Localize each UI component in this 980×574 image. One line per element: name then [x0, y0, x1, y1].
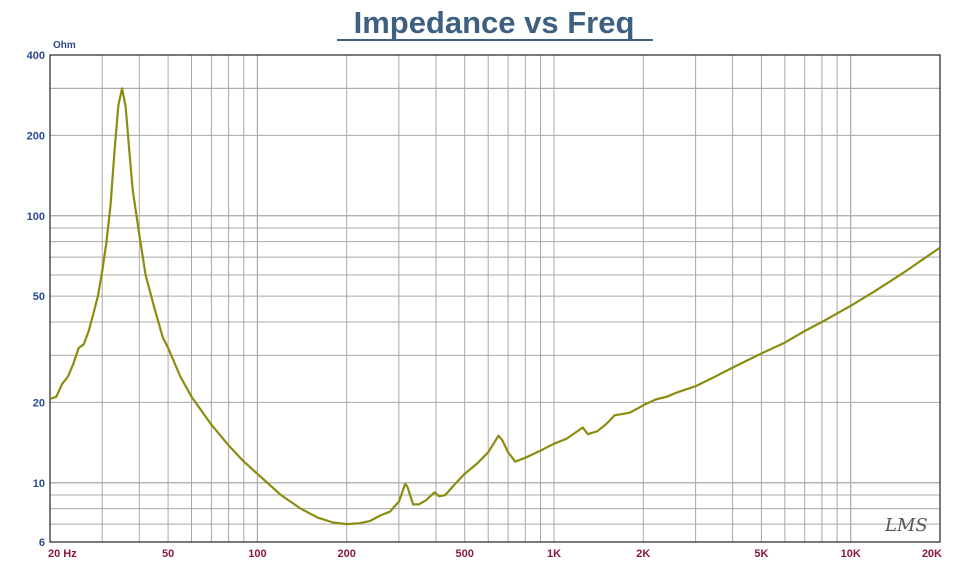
x-tick-label: 20K — [922, 548, 942, 560]
y-tick-label: 100 — [27, 211, 45, 223]
x-tick-label: 20 Hz — [48, 548, 77, 560]
x-tick-label: 100 — [248, 548, 266, 560]
y-tick-label: 200 — [27, 130, 45, 142]
plot-area — [50, 55, 940, 542]
x-tick-label: 200 — [338, 548, 356, 560]
y-tick-label: 10 — [33, 478, 45, 490]
impedance-series-line — [49, 87, 941, 526]
y-tick-label: 400 — [27, 50, 45, 62]
y-tick-label: 6 — [39, 537, 45, 549]
x-tick-label: 1K — [547, 548, 561, 560]
y-tick-label: 50 — [33, 291, 45, 303]
series-layer — [49, 87, 941, 526]
gridlines — [50, 55, 940, 542]
x-tick-label: 2K — [636, 548, 650, 560]
x-axis-ticks: 20 Hz 50 100 200 500 1K 2K 5K 10K 20K — [48, 548, 942, 560]
chart-title: Impedance vs Freq — [354, 5, 635, 40]
x-tick-label: 5K — [754, 548, 768, 560]
plot-border — [49, 54, 941, 543]
y-axis-unit-label: Ohm — [53, 40, 76, 51]
y-axis-ticks: 400 200 100 50 20 10 6 — [27, 50, 45, 549]
y-tick-label: 20 — [33, 397, 45, 409]
x-tick-label: 500 — [456, 548, 474, 560]
lms-logo: LMS — [884, 515, 928, 536]
x-tick-label: 50 — [162, 548, 174, 560]
x-tick-label: 10K — [841, 548, 861, 560]
